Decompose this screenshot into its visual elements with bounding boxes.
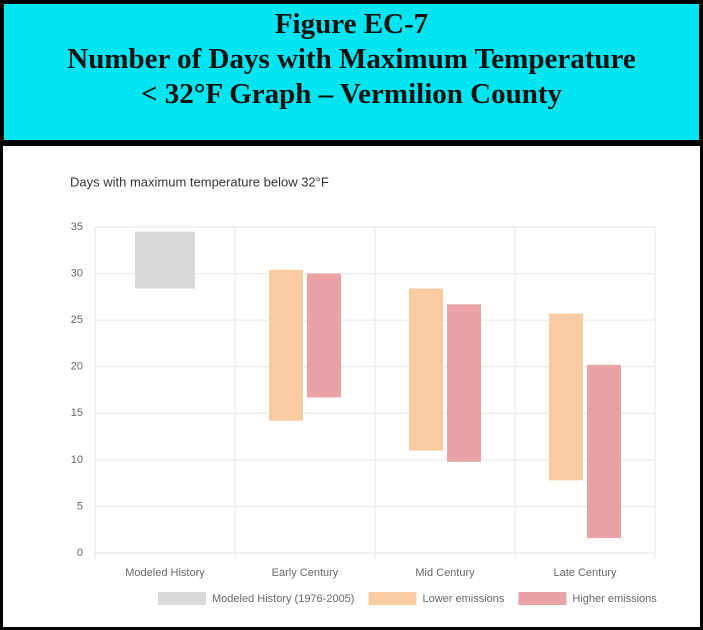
- x-tick-label: Mid Century: [415, 567, 475, 579]
- header-line: Figure EC-7: [274, 8, 429, 40]
- header-line: Number of Days with Maximum Temperature: [67, 43, 636, 75]
- y-tick-label: 30: [71, 267, 83, 279]
- y-tick-label: 20: [71, 361, 83, 373]
- header-line: < 32°F Graph – Vermilion County: [140, 78, 562, 110]
- legend-label: Lower emissions: [422, 593, 504, 605]
- range-bar: [549, 313, 583, 481]
- range-bar: [269, 269, 303, 421]
- x-tick-label: Modeled History: [125, 567, 205, 579]
- legend-swatch: [158, 592, 206, 605]
- legend-swatch: [518, 592, 567, 605]
- range-bar: [135, 231, 195, 289]
- legend-label: Higher emissions: [572, 593, 657, 605]
- chart-panel: [0, 146, 703, 630]
- legend-swatch: [368, 592, 417, 605]
- y-tick-label: 5: [77, 500, 83, 512]
- range-bar: [409, 288, 443, 451]
- range-bar: [307, 273, 341, 398]
- y-tick-label: 10: [71, 454, 83, 466]
- range-bar: [447, 304, 481, 462]
- y-tick-label: 15: [71, 407, 83, 419]
- figure-header: Figure EC-7 Number of Days with Maximum …: [0, 0, 703, 146]
- range-bar: [587, 364, 621, 539]
- y-tick-label: 25: [71, 314, 83, 326]
- y-tick-label: 35: [71, 221, 83, 233]
- x-tick-label: Early Century: [272, 567, 339, 579]
- legend-label: Modeled History (1976-2005): [212, 593, 354, 605]
- chart-title: Days with maximum temperature below 32°F: [70, 174, 329, 189]
- y-tick-label: 0: [77, 547, 83, 559]
- x-tick-label: Late Century: [554, 567, 617, 579]
